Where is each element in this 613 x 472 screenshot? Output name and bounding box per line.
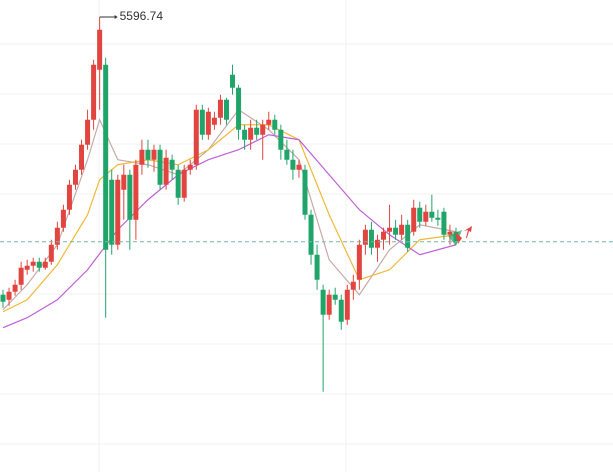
candle-body [163,157,169,185]
candle-body [91,64,97,120]
candle-body [230,74,236,88]
candle-body [139,149,145,165]
max-pointer-head [114,15,118,19]
candle-body [435,217,441,220]
candle-body [6,291,12,300]
position-marker [455,232,462,244]
candle-body [85,119,91,145]
candle-body [66,184,72,210]
candle-body [109,179,115,245]
candle-body [181,169,187,198]
candle-body [0,294,6,302]
candle-body [145,149,151,160]
candle-body [387,227,393,232]
candle-body [423,211,429,222]
candle-body [350,281,356,290]
candle-body [48,244,54,262]
candle-body [278,129,284,150]
candle-body [30,261,36,266]
candle-body [411,207,417,232]
trend-arrow [464,226,472,238]
candle-body [272,119,278,130]
candle-body [284,149,290,160]
candle-body [260,124,266,135]
candle-body [332,294,338,300]
candle-body [12,284,18,292]
candle-body [193,109,199,165]
candle-body [326,294,332,315]
candle-body [368,229,374,248]
candle-body [429,211,435,218]
candle-body [36,261,42,268]
candle-body [24,265,30,270]
candle-body [236,87,242,130]
candle-body [157,149,163,185]
candle-body [169,159,175,170]
candle-body [290,159,296,170]
candle-body [133,164,139,220]
candle-body [42,261,48,268]
candle-body [187,164,193,170]
candle-body [223,99,229,120]
candle-body [211,117,217,125]
candle-body [72,169,78,185]
candle-body [121,174,127,190]
candle-body [320,289,326,315]
candle-body [242,129,248,140]
candle-body [97,29,103,70]
candle-body [54,227,60,245]
candle-body [127,174,133,220]
candle-body [18,267,24,285]
moving-average [2,134,457,329]
candle-body [338,299,344,322]
candle-body [79,144,85,170]
candle-body [266,119,272,125]
candle-body [399,224,405,235]
candle-body [254,127,260,135]
candle-body [405,224,411,248]
candle-body [248,127,254,140]
candle-body [393,227,399,235]
candle-body [441,211,447,235]
candle-body [217,99,223,118]
candle-body [302,169,308,215]
position-marker [448,230,462,246]
candle-body [356,244,362,280]
candle-body [374,239,380,248]
moving-average [2,124,457,313]
candle-body [308,214,314,255]
candle-body [205,111,211,135]
candle-body [447,231,453,235]
candle-body [417,207,423,222]
candle-body [103,64,109,250]
candle-body [60,209,66,228]
candle-body [151,149,157,160]
max-label: 5596.74 [120,9,164,23]
candle-body [381,231,387,240]
candle-body [199,109,205,135]
candle-body [344,289,350,320]
candle-body [314,254,320,280]
candle-body [362,229,368,245]
candle-body [115,179,121,245]
candle-body [296,164,302,170]
candle-body [175,169,181,198]
